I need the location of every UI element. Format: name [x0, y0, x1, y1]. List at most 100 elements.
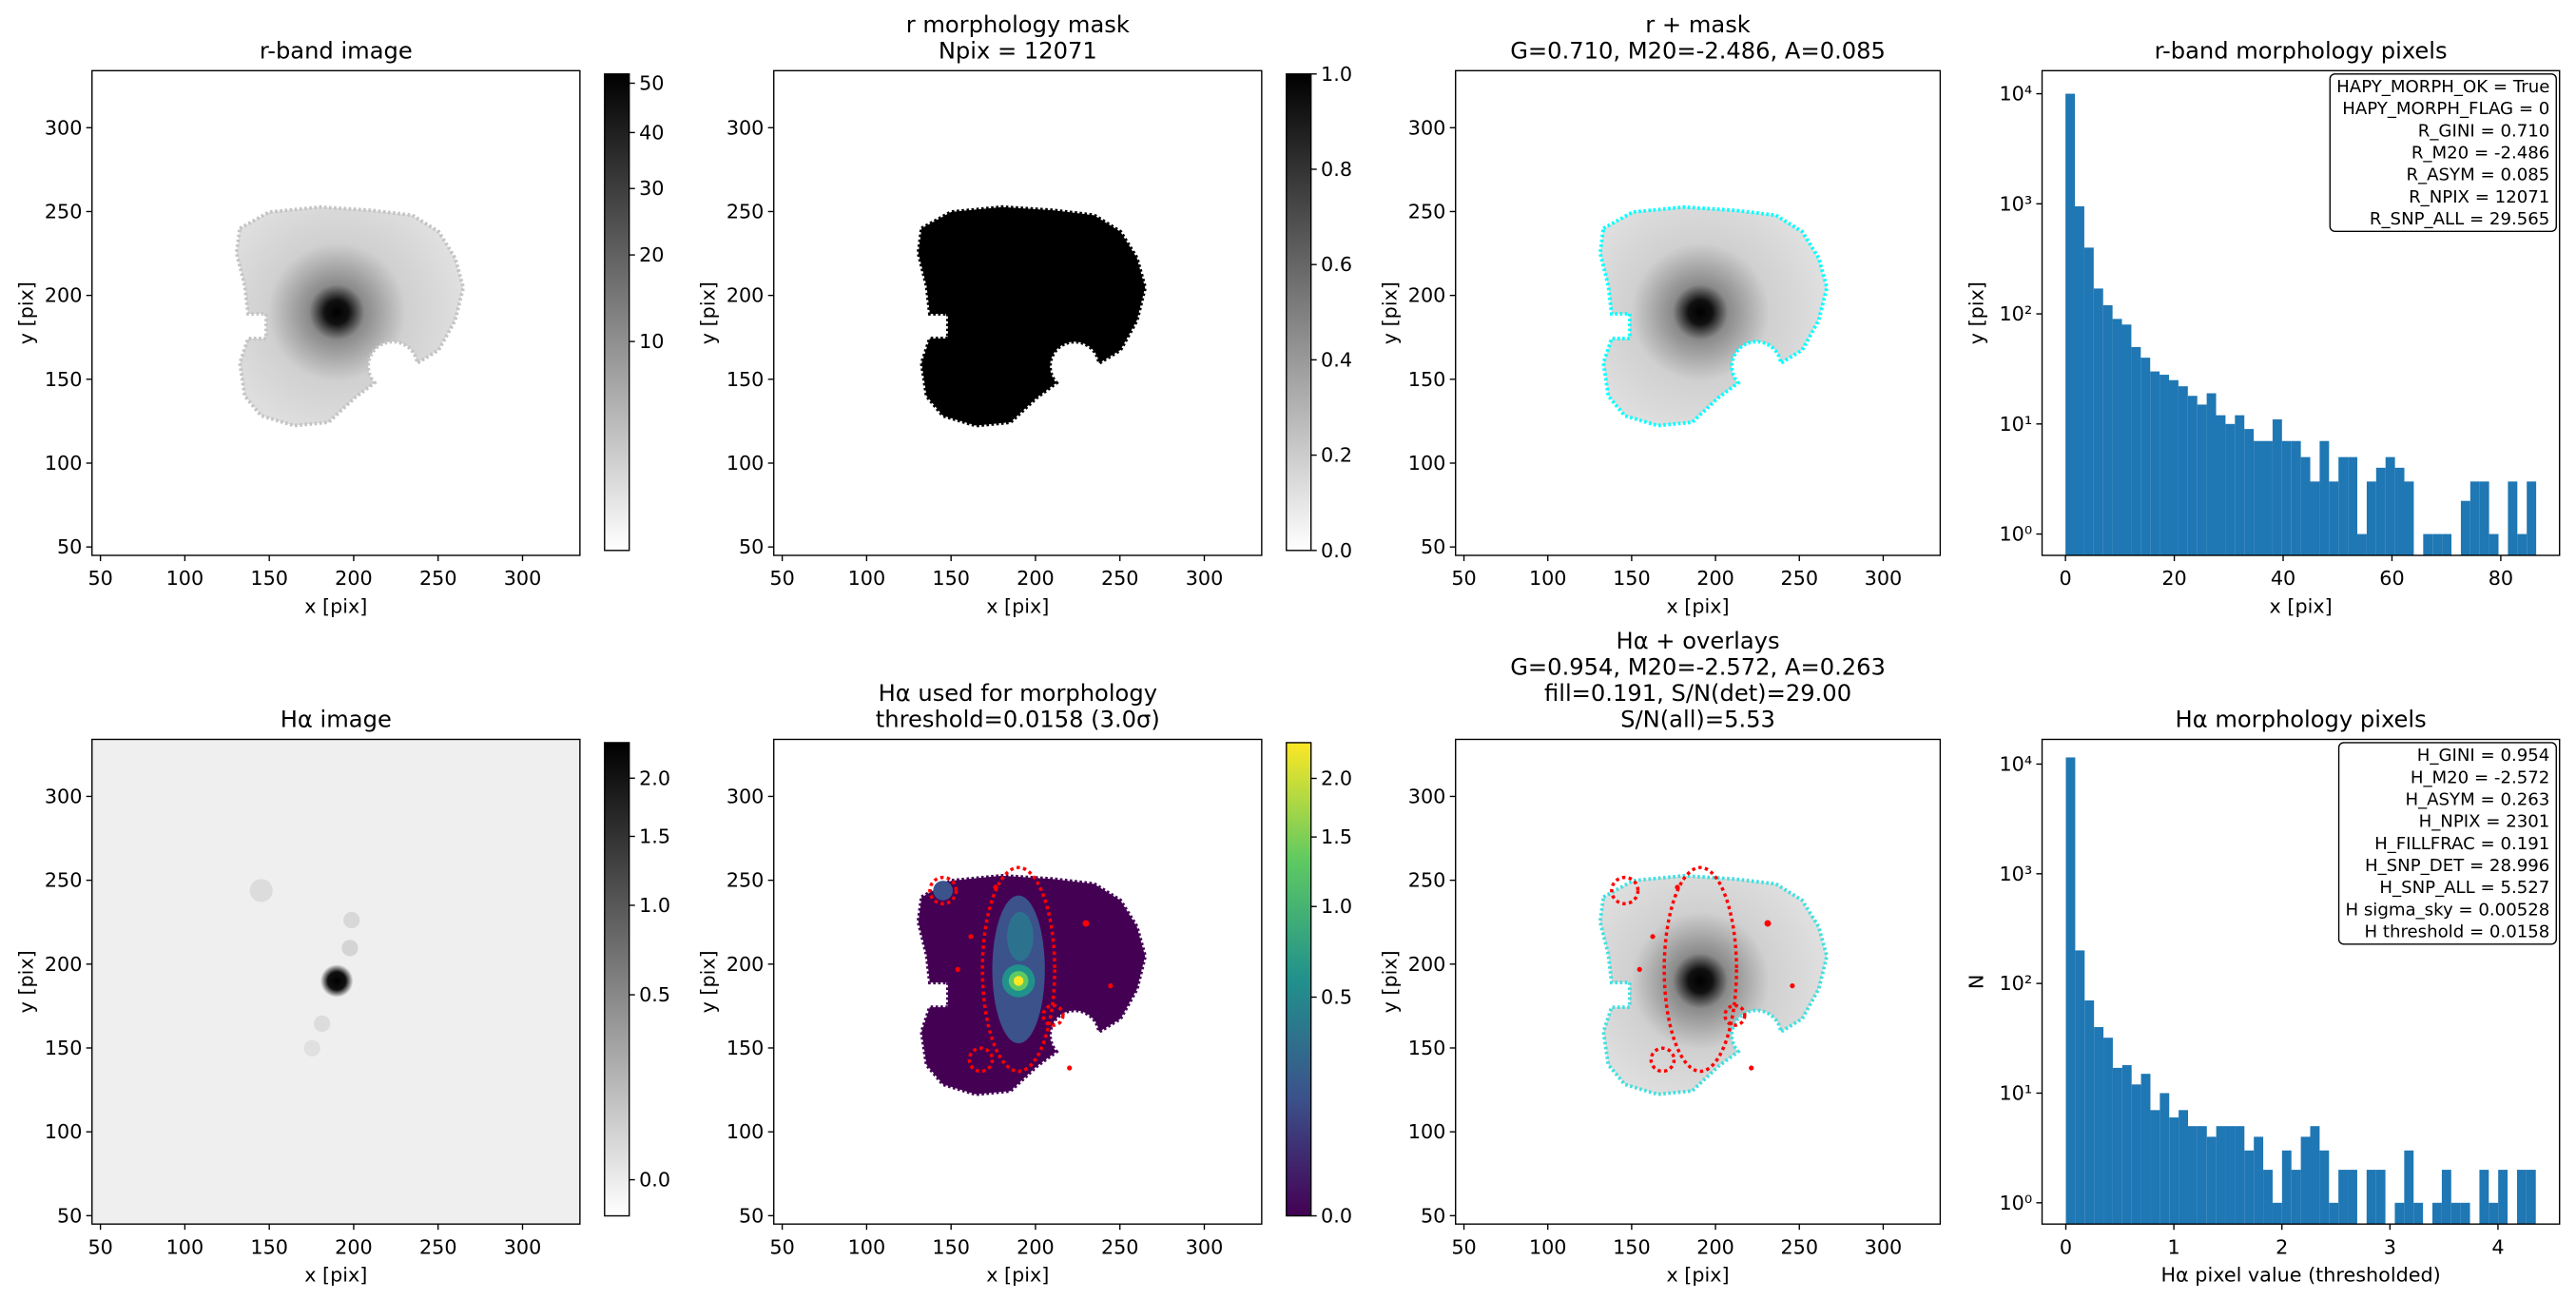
colorbar-tick-label: 0.5 [639, 983, 670, 1006]
y-tick-label: 150 [726, 1037, 765, 1059]
bar [2348, 456, 2358, 555]
annotation-line: H_FILLFRAC = 0.191 [2374, 834, 2549, 854]
bar [2281, 1150, 2292, 1225]
bar [2338, 456, 2349, 555]
x-tick-label: 250 [1780, 567, 1818, 590]
bar [2093, 288, 2103, 555]
y-tick-label: 150 [1408, 368, 1446, 391]
y-tick-label: 250 [45, 200, 83, 223]
bar [2366, 481, 2376, 555]
x-tick-label: 50 [1451, 1235, 1476, 1258]
colorbar-tick-label: 0.0 [1321, 539, 1352, 562]
bar [2291, 1170, 2301, 1225]
bar [2460, 1202, 2470, 1225]
x-tick-label: 300 [1865, 1235, 1903, 1258]
colorbar [1286, 73, 1312, 552]
bar [2121, 324, 2132, 555]
x-tick-label: 3 [2384, 1235, 2396, 1258]
axes-frame [2041, 69, 2561, 556]
y-tick-label: 250 [1408, 200, 1446, 223]
y-axis-label: y [pix] [697, 281, 720, 344]
x-tick-label: 60 [2379, 567, 2404, 590]
chart-title: r + mask [1645, 11, 1751, 38]
bar [2469, 481, 2480, 555]
colorbar-tick-label: 0.6 [1321, 253, 1352, 276]
y-axis-label: y [pix] [15, 281, 38, 344]
y-tick-label: 50 [739, 1204, 764, 1227]
core [320, 964, 354, 998]
x-tick-label: 100 [848, 1235, 886, 1258]
y-tick-label: 200 [726, 284, 765, 307]
y-tick-label: 250 [45, 869, 83, 892]
bar [2489, 1202, 2499, 1225]
x-tick-label: 200 [1017, 1235, 1055, 1258]
y-axis-label: y [pix] [15, 950, 38, 1013]
bar [2075, 205, 2084, 555]
colorbar [604, 742, 630, 1217]
bar [2348, 1170, 2357, 1225]
colorbar-tick-label: 1.5 [1321, 825, 1352, 848]
bar [2489, 534, 2499, 555]
colorbar-tick-label: 50 [639, 72, 664, 95]
bar [2310, 1126, 2320, 1225]
bar [2140, 1074, 2151, 1225]
x-tick-label: 300 [1865, 567, 1903, 590]
y-tick-label: 300 [726, 116, 765, 139]
y-axis-label: N [1965, 975, 1987, 989]
bar [2404, 1150, 2414, 1225]
annotation-line: HAPY_MORPH_FLAG = 0 [2342, 99, 2549, 119]
colorbar-tick-label: 1.0 [1321, 63, 1352, 86]
bar [2272, 419, 2282, 555]
x-tick-label: 250 [1780, 1235, 1818, 1258]
y-tick-label: 150 [45, 368, 83, 391]
y-tick-label: 10³ [1999, 192, 2032, 215]
bar [2216, 1126, 2226, 1225]
chart-title: r-band image [260, 38, 413, 65]
y-tick-label: 10³ [1999, 863, 2032, 885]
bar [2160, 375, 2170, 555]
chart-title: G=0.954, M20=-2.572, A=0.263 [1510, 653, 1886, 680]
y-tick-label: 50 [57, 1204, 82, 1227]
bar [2131, 1084, 2141, 1225]
bar [2254, 440, 2264, 555]
annotation-line: H sigma_sky = 0.00528 [2345, 900, 2549, 920]
bar [2385, 456, 2395, 555]
x-tick-label: 0 [2060, 567, 2072, 590]
knot [303, 1039, 320, 1057]
bar [2178, 386, 2188, 555]
x-axis-label: x [pix] [304, 595, 367, 618]
y-tick-label: 10¹ [1999, 1081, 2032, 1104]
chart-title: Hα morphology pixels [2176, 707, 2427, 733]
knot [341, 940, 358, 957]
x-tick-label: 250 [419, 567, 457, 590]
colorbar-tick-label: 1.0 [639, 894, 670, 917]
axes-frame [1455, 738, 1942, 1225]
bar [2083, 247, 2094, 555]
colorbar [1286, 742, 1312, 1217]
bar [2160, 1093, 2170, 1225]
x-tick-label: 200 [1696, 567, 1734, 590]
bar [2235, 1126, 2245, 1225]
y-tick-label: 250 [726, 869, 765, 892]
colorbar-tick-label: 0.5 [1321, 986, 1352, 1009]
y-tick-label: 10⁰ [1999, 523, 2032, 546]
bar [2094, 1027, 2104, 1225]
colorbar-tick-label: 1.0 [1321, 895, 1352, 918]
bar [2150, 1110, 2160, 1225]
x-tick-label: 50 [769, 1235, 794, 1258]
annotation-line: H_ASYM = 0.263 [2405, 790, 2549, 810]
bar [2498, 1170, 2508, 1225]
x-tick-label: 150 [932, 1235, 970, 1258]
knot [313, 1015, 331, 1033]
x-axis-label: x [pix] [986, 595, 1049, 618]
y-axis-label: y [pix] [1379, 950, 1402, 1013]
colorbar [604, 73, 630, 552]
bar [2366, 1170, 2376, 1225]
y-tick-label: 150 [726, 368, 765, 391]
x-tick-label: 300 [1186, 567, 1224, 590]
bar [2300, 456, 2311, 555]
y-axis-label: y [pix] [1379, 281, 1402, 344]
y-tick-label: 50 [57, 535, 82, 558]
annotation-line: H_NPIX = 2301 [2419, 812, 2550, 832]
bar [2225, 423, 2236, 555]
